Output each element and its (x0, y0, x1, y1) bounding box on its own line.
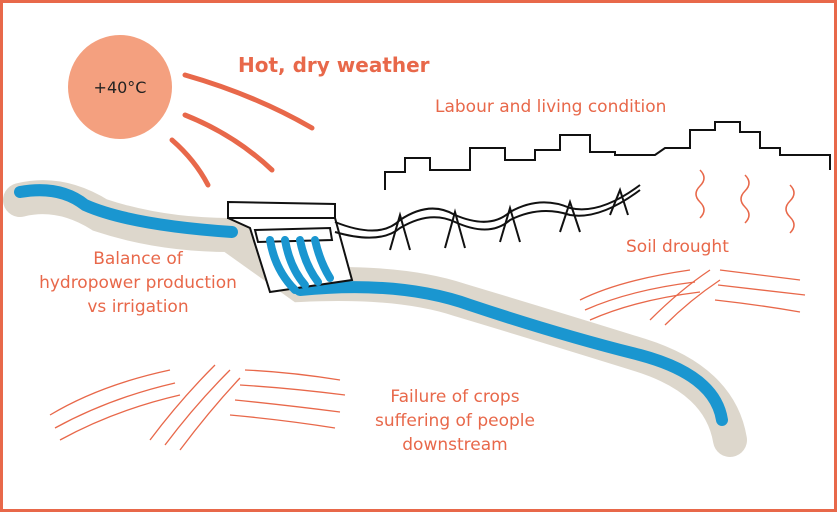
failure-line: suffering of people (375, 411, 535, 431)
river-downstream (294, 281, 728, 426)
dam-outflow (266, 236, 334, 294)
field-left (49, 364, 346, 451)
heat-waves (695, 169, 795, 234)
field-right (579, 269, 806, 326)
power-lines (334, 184, 641, 251)
sun (68, 35, 172, 139)
title: Hot, dry weather (238, 53, 430, 77)
sun-label: +40°C (94, 78, 147, 97)
balance-label: Balance of hydropower production vs irri… (39, 249, 237, 317)
balance-line: hydropower production (39, 273, 237, 293)
river-upstream (14, 184, 238, 238)
soil-label: Soil drought (626, 237, 729, 257)
balance-line: vs irrigation (87, 297, 188, 317)
failure-label: Failure of crops suffering of people dow… (375, 387, 535, 455)
skyline (384, 121, 831, 190)
balance-line: Balance of (93, 249, 184, 269)
labour-label: Labour and living condition (435, 97, 666, 117)
failure-line: Failure of crops (390, 387, 519, 407)
failure-line: downstream (402, 435, 507, 455)
sun-rays (169, 72, 315, 188)
